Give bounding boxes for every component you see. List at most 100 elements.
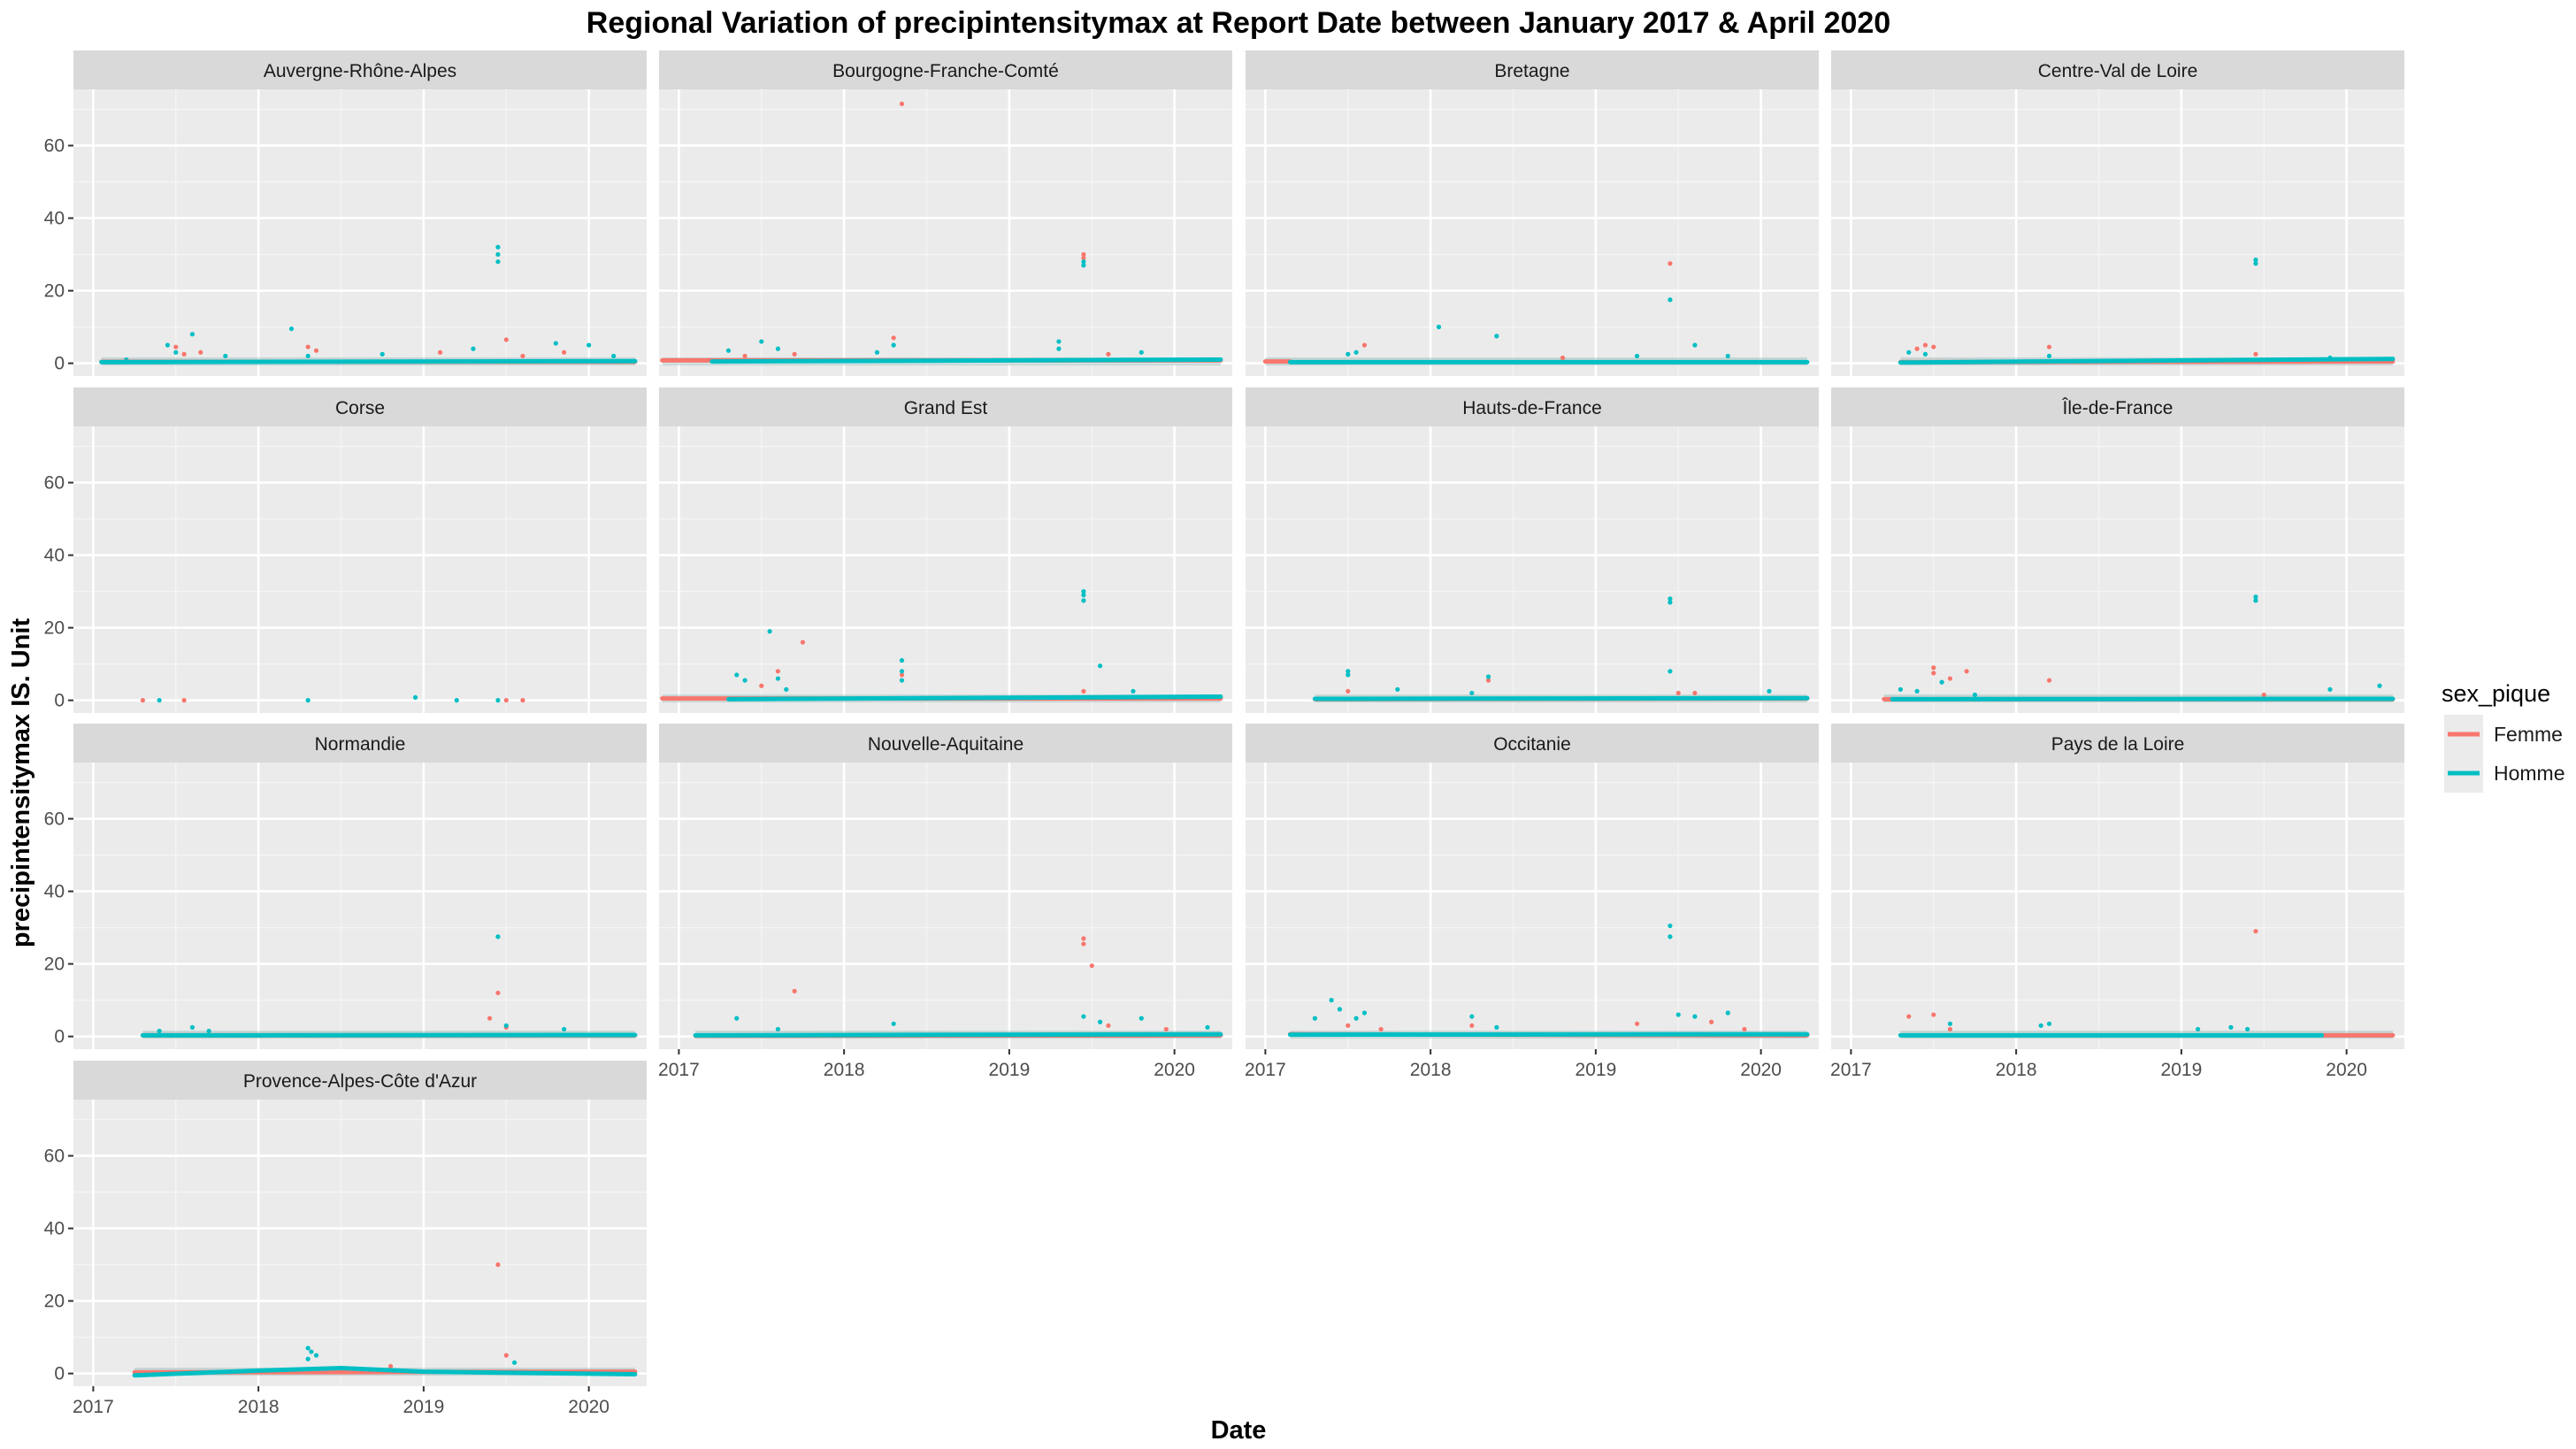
point-homme <box>495 252 501 257</box>
point-homme <box>1675 1012 1681 1017</box>
point-femme <box>495 1262 501 1268</box>
point-homme <box>1939 679 1944 685</box>
panel-strip-centre-val-de-loire <box>1831 50 2404 89</box>
point-femme <box>2253 351 2258 356</box>
panel-data-normandie <box>140 934 638 1039</box>
panel-background-normandie <box>73 763 647 1049</box>
point-homme <box>1668 669 1673 674</box>
point-homme <box>503 1023 509 1028</box>
point-homme <box>1767 688 1772 694</box>
point-homme <box>874 349 880 355</box>
panel-strip-label-bourgogne-franche-comte: Bourgogne-Franche-Comté <box>832 61 1059 81</box>
point-homme <box>1312 1016 1318 1021</box>
panel-strip-ile-de-france <box>1831 387 2404 426</box>
point-femme <box>1106 351 1111 356</box>
panel-strip-label-provence-alpes-cote-d-azur: Provence-Alpes-Côte d'Azur <box>243 1071 477 1092</box>
x-tick-label: 2019 <box>989 1060 1031 1080</box>
point-femme <box>305 344 310 349</box>
point-homme <box>380 351 385 356</box>
point-homme <box>1947 1021 1953 1026</box>
point-homme <box>1056 339 1062 344</box>
point-femme <box>1668 261 1673 266</box>
point-femme <box>2253 929 2258 934</box>
panel-strip-label-centre-val-de-loire: Centre-Val de Loire <box>2038 61 2198 81</box>
point-femme <box>173 344 179 349</box>
point-homme <box>586 342 592 348</box>
point-homme <box>309 1349 314 1354</box>
point-homme <box>305 1356 310 1361</box>
point-femme <box>1964 669 1969 674</box>
point-homme <box>759 339 764 344</box>
point-femme <box>1163 1026 1169 1032</box>
point-homme <box>1205 1024 1210 1030</box>
point-homme <box>1692 1014 1698 1019</box>
point-homme <box>1634 353 1640 359</box>
point-homme <box>305 353 310 359</box>
point-homme <box>1485 674 1491 679</box>
panel-background-hauts-de-france <box>1246 426 1819 713</box>
point-femme <box>792 351 797 356</box>
y-tick-label: 40 <box>44 1219 65 1239</box>
panel-data-occitanie <box>1287 923 1810 1039</box>
point-femme <box>1081 941 1086 947</box>
point-homme <box>1395 686 1400 692</box>
x-tick-label: 2018 <box>824 1060 865 1080</box>
point-homme <box>734 672 740 678</box>
y-tick-label: 20 <box>44 618 65 639</box>
point-homme <box>1138 349 1144 355</box>
point-femme <box>1081 688 1086 694</box>
trend-line-homme <box>709 357 1223 364</box>
panel-strip-pays-de-la-loire <box>1831 724 2404 763</box>
panel-strip-bourgogne-franche-comte <box>659 50 1232 89</box>
point-homme <box>206 1028 211 1034</box>
point-femme <box>1675 690 1681 696</box>
panel-hauts-de-france: Hauts-de-France <box>1246 387 1819 713</box>
trend-line-homme <box>99 358 638 364</box>
panel-pays-de-la-loire: Pays de la Loire 2017 2018 2019 2020 <box>1830 724 2404 1080</box>
point-homme <box>1337 1007 1343 1012</box>
point-femme <box>1922 342 1928 348</box>
y-tick-label: 60 <box>44 136 65 157</box>
point-femme <box>487 1016 493 1021</box>
point-femme <box>2046 678 2052 683</box>
x-tick-label: 2019 <box>403 1397 445 1417</box>
point-femme <box>503 1353 509 1358</box>
panel-data-auvergne-rhone-alpes <box>99 244 638 366</box>
point-femme <box>1931 671 1936 676</box>
point-homme <box>1914 688 1920 694</box>
trend-line-homme <box>725 694 1223 702</box>
panel-strip-normandie <box>73 724 647 763</box>
x-tick-label: 2019 <box>2161 1060 2203 1080</box>
point-femme <box>1906 1014 1912 1019</box>
y-tick-label: 60 <box>44 1146 65 1167</box>
point-homme <box>553 341 558 346</box>
panel-strip-grand-est <box>659 387 1232 426</box>
point-homme <box>562 1026 567 1032</box>
point-femme <box>899 672 905 678</box>
panel-strip-label-corse: Corse <box>335 398 385 418</box>
legend: sex_pique Femme Homme <box>2442 680 2565 793</box>
point-femme <box>1931 344 1936 349</box>
point-homme <box>454 698 459 703</box>
y-tick-label: 0 <box>54 1364 65 1384</box>
panel-occitanie: Occitanie 2017 2018 2019 2020 <box>1245 724 1819 1080</box>
panel-strip-nouvelle-aquitaine <box>659 724 1232 763</box>
panel-background-occitanie <box>1246 763 1819 1049</box>
y-tick-label: 20 <box>44 954 65 975</box>
point-homme <box>2253 594 2258 600</box>
y-tick-label: 0 <box>54 354 65 374</box>
panel-strip-occitanie <box>1246 724 1819 763</box>
panel-strip-hauts-de-france <box>1246 387 1819 426</box>
point-homme <box>1346 669 1351 674</box>
point-femme <box>1742 1026 1747 1032</box>
legend-title: sex_pique <box>2442 680 2550 707</box>
point-femme <box>2261 692 2266 698</box>
point-homme <box>775 346 781 351</box>
point-homme <box>1081 593 1086 598</box>
x-tick-label: 2017 <box>73 1397 114 1417</box>
point-femme <box>1709 1019 1714 1024</box>
point-homme <box>1081 589 1086 594</box>
point-homme <box>1353 1016 1359 1021</box>
point-femme <box>198 349 203 355</box>
point-femme <box>181 351 187 356</box>
